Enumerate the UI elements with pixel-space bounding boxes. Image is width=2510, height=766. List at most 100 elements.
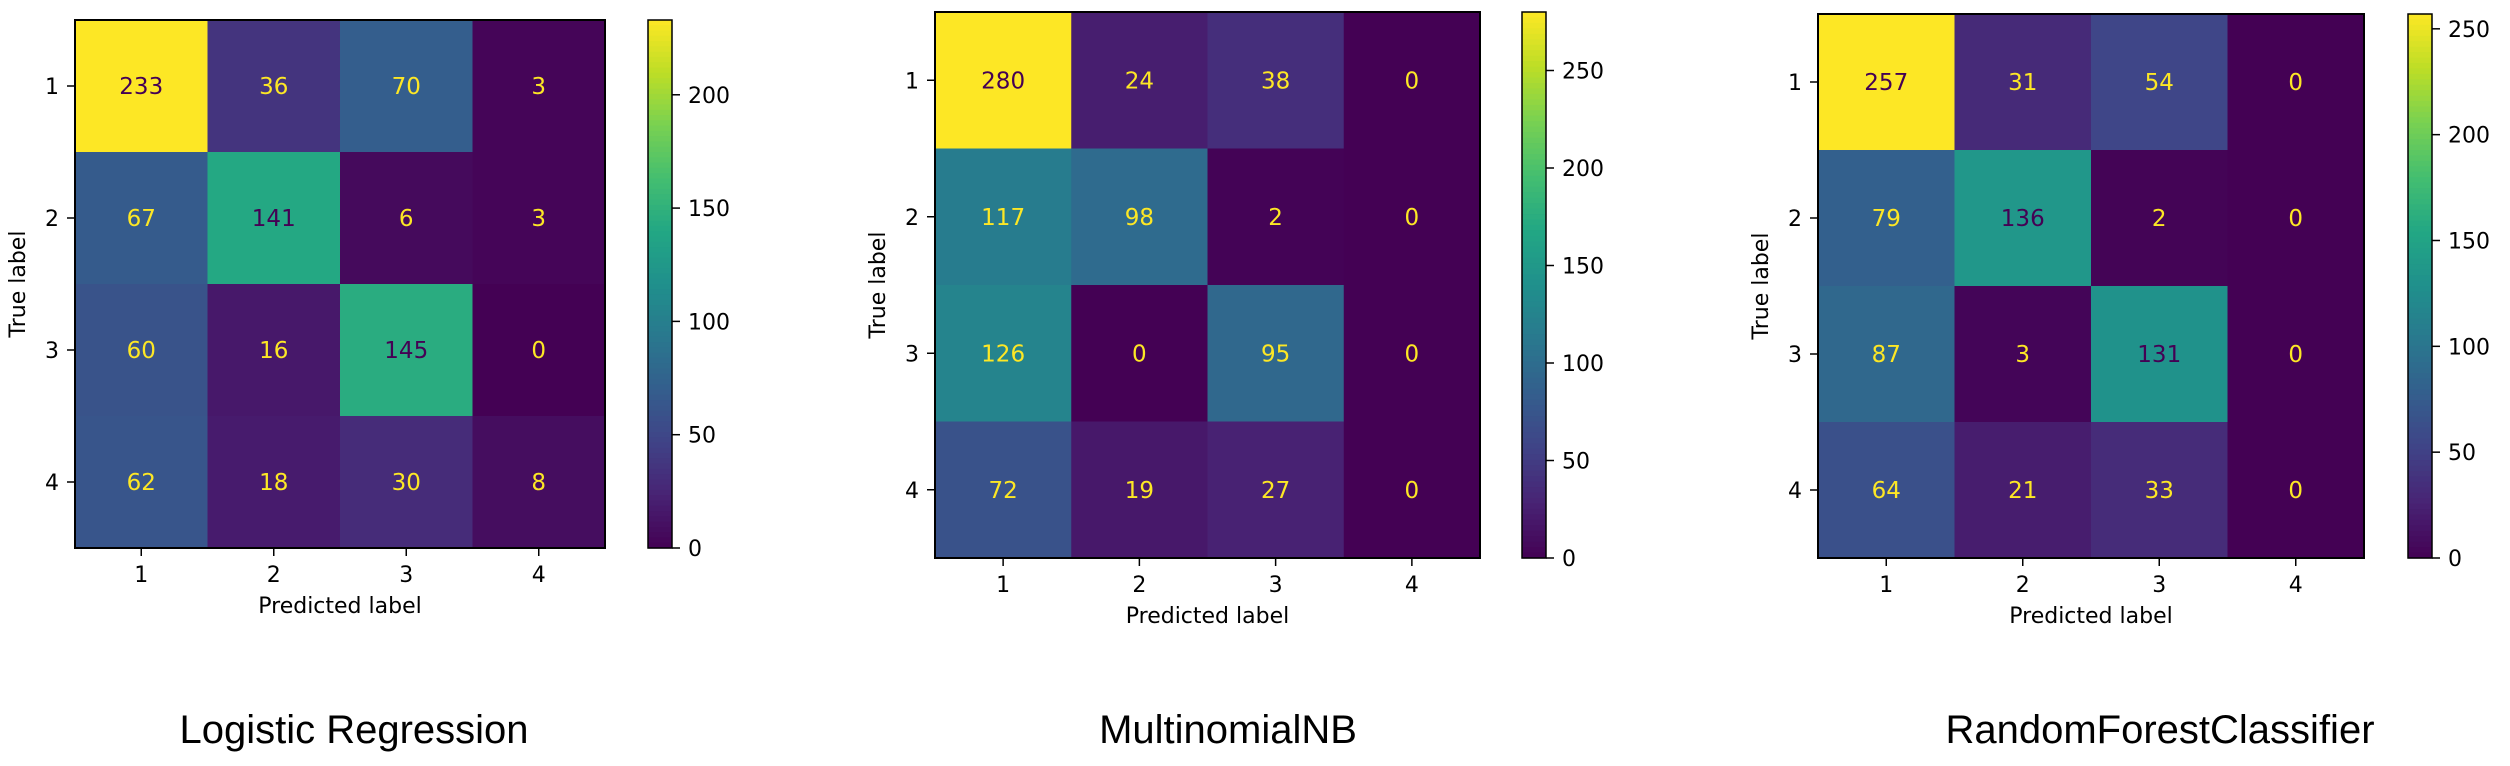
randomforest-colorbar-segment: [2408, 547, 2432, 554]
randomforest-colorbar-segment: [2408, 269, 2432, 276]
randomforest-cell-r2-c3: [2091, 150, 2228, 287]
logreg-colorbar-segment: [648, 516, 672, 523]
multinomialnb-colorbar-segment: [1522, 170, 1546, 177]
multinomialnb-colorbar-segment: [1522, 279, 1546, 286]
logreg-colorbar-segment: [648, 305, 672, 311]
logreg-cell-r4-c4: [472, 416, 606, 549]
logreg-cell-label-r3-c3: 145: [384, 338, 428, 364]
logreg-cell-r1-c1: [75, 20, 208, 153]
logreg-colorbar-tick-label-200: 200: [688, 84, 730, 109]
logreg-cell-r3-c4: [472, 284, 606, 417]
multinomialnb-ytick-label-2: 2: [905, 206, 919, 231]
randomforest-colorbar-segment: [2408, 422, 2432, 429]
logreg-ytick-label-3: 3: [45, 339, 59, 364]
logreg-colorbar-segment: [648, 368, 672, 375]
logreg-colorbar-segment: [648, 20, 672, 26]
logreg-colorbar-segment: [648, 521, 672, 528]
randomforest-cell-r1-c1: [1818, 14, 1955, 151]
logreg-colorbar-segment: [648, 484, 672, 491]
randomforest-cell-r4-c4: [2227, 422, 2365, 559]
randomforest-cell-r2-c4: [2227, 150, 2365, 287]
multinomialnb-colorbar-segment: [1522, 432, 1546, 439]
randomforest-cell-label-r3-c1: 87: [1872, 342, 1901, 368]
logreg-cell-r4-c1: [75, 416, 208, 549]
multinomialnb-cell-r3-c2: [1071, 285, 1208, 422]
logreg-colorbar-segment: [648, 431, 672, 438]
logreg-colorbar-segment: [648, 505, 672, 512]
multinomialnb-cell-label-r4-c1: 72: [988, 478, 1017, 504]
multinomialnb-colorbar-segment: [1522, 312, 1546, 319]
multinomialnb-cell-label-r2-c3: 2: [1268, 205, 1283, 231]
multinomialnb-colorbar-segment: [1522, 481, 1546, 488]
randomforest-colorbar-segment: [2408, 139, 2432, 146]
multinomialnb-colorbar-segment: [1522, 454, 1546, 461]
multinomialnb-xtick-label-2: 2: [1132, 573, 1146, 598]
randomforest-colorbar-segment: [2408, 79, 2432, 86]
multinomialnb-colorbar-segment: [1522, 448, 1546, 455]
randomforest-colorbar-segment: [2408, 41, 2432, 48]
multinomialnb-colorbar-segment: [1522, 214, 1546, 221]
multinomialnb-cell-label-r4-c3: 27: [1261, 478, 1290, 504]
multinomialnb-colorbar-tick-label-250: 250: [1562, 60, 1604, 85]
logreg-colorbar-segment: [648, 25, 672, 32]
logreg-colorbar-frame: [647, 19, 673, 549]
randomforest-colorbar-segment: [2408, 487, 2432, 494]
randomforest-cell-r1-c4: [2227, 14, 2365, 151]
randomforest-ytick-label-3: 3: [1788, 343, 1802, 368]
multinomialnb-colorbar-segment: [1522, 372, 1546, 379]
multinomialnb-colorbar-segment: [1522, 192, 1546, 199]
logreg-cell-label-r1-c4: 3: [531, 74, 546, 100]
multinomialnb-colorbar-segment: [1522, 61, 1546, 68]
randomforest-colorbar-segment: [2408, 389, 2432, 396]
randomforest-colorbar-segment: [2408, 394, 2432, 401]
multinomialnb-colorbar-segment: [1522, 519, 1546, 526]
logreg-colorbar-segment: [648, 474, 672, 480]
multinomialnb-colorbar-segment: [1522, 525, 1546, 532]
multinomialnb-colorbar-segment: [1522, 17, 1546, 24]
logreg-xlabel: Predicted label: [258, 594, 421, 619]
logreg-cell-r3-c2: [207, 284, 341, 417]
multinomialnb-colorbar-segment: [1522, 405, 1546, 412]
randomforest-colorbar-segment: [2408, 182, 2432, 189]
multinomialnb-colorbar-segment: [1522, 224, 1546, 231]
multinomialnb-colorbar-segment: [1522, 66, 1546, 73]
randomforest-xtick-label-3: 3: [2152, 573, 2166, 598]
multinomialnb-colorbar-segment: [1522, 208, 1546, 215]
multinomialnb-cell-r2-c2: [1071, 148, 1208, 286]
multinomialnb-colorbar-segment: [1522, 137, 1546, 144]
multinomialnb-colorbar-segment: [1522, 487, 1546, 494]
multinomialnb-colorbar-segment: [1522, 399, 1546, 406]
randomforest-colorbar-segment: [2408, 177, 2432, 184]
multinomialnb-colorbar-tick-label-100: 100: [1562, 352, 1604, 377]
randomforest-colorbar-segment: [2408, 313, 2432, 320]
logreg-colorbar-segment: [648, 241, 672, 248]
multinomialnb-colorbar-segment: [1522, 394, 1546, 401]
randomforest-colorbar-segment: [2408, 57, 2432, 64]
randomforest-colorbar-segment: [2408, 383, 2432, 390]
randomforest-colorbar-segment: [2408, 144, 2432, 151]
randomforest-colorbar-segment: [2408, 329, 2432, 336]
logreg-colorbar-segment: [648, 157, 672, 164]
randomforest-colorbar-frame: [2407, 13, 2433, 559]
multinomialnb-colorbar-segment: [1522, 203, 1546, 210]
multinomialnb-colorbar-segment: [1522, 541, 1546, 548]
logreg-colorbar-segment: [648, 357, 672, 364]
randomforest-colorbar-segment: [2408, 155, 2432, 162]
multinomialnb-colorbar-segment: [1522, 72, 1546, 79]
multinomialnb-colorbar-tick-label-200: 200: [1562, 157, 1604, 182]
randomforest-colorbar-segment: [2408, 30, 2432, 37]
multinomialnb-colorbar-segment: [1522, 323, 1546, 330]
logreg-colorbar-segment: [648, 136, 672, 143]
randomforest-colorbar-segment: [2408, 460, 2432, 467]
logreg-colorbar-segment: [648, 310, 672, 317]
logreg-ylabel: True label: [6, 231, 31, 339]
logreg-colorbar-segment: [648, 532, 672, 539]
logreg-cell-label-r2-c2: 141: [252, 206, 296, 232]
logreg-cell-label-r4-c4: 8: [531, 470, 546, 496]
logreg-colorbar-segment: [648, 78, 672, 84]
logreg-cell-label-r4-c3: 30: [392, 470, 421, 496]
randomforest-colorbar-segment: [2408, 432, 2432, 439]
randomforest-colorbar-segment: [2408, 525, 2432, 532]
randomforest-colorbar-segment: [2408, 193, 2432, 200]
randomforest-ytick-label-1: 1: [1788, 71, 1802, 96]
